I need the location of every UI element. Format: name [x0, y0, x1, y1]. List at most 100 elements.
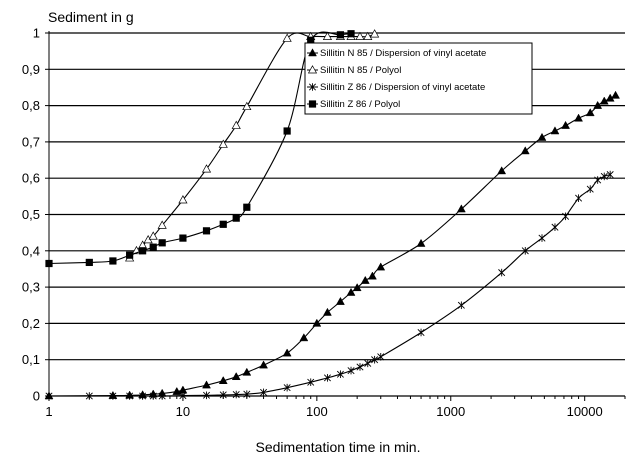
series-line: [48, 94, 616, 397]
data-point: [599, 96, 609, 105]
legend-box: [304, 42, 533, 115]
data-point: [574, 113, 583, 122]
data-point: [232, 390, 240, 399]
series-3: [45, 30, 355, 268]
y-tick-label: 1: [33, 26, 40, 41]
legend-marker-shape: [307, 65, 318, 74]
data-point: [377, 352, 385, 361]
data-point: [232, 214, 240, 222]
data-point: [126, 392, 134, 400]
data-point: [219, 220, 227, 228]
legend-marker-open-triangle: [307, 65, 318, 74]
legend-marker-filled-triangle: [307, 48, 318, 57]
data-point: [376, 262, 386, 271]
data-point: [242, 101, 252, 111]
data-point: [282, 348, 292, 357]
data-point: [202, 227, 211, 235]
series-2: [45, 170, 614, 400]
data-point: [299, 333, 309, 342]
data-point: [347, 366, 355, 375]
data-point: [352, 283, 362, 292]
x-tick-label: 1000: [436, 404, 465, 419]
data-point: [139, 392, 147, 400]
data-point: [259, 360, 268, 369]
legend-item-z86-vinyl: Sillitin Z 86 / Dispersion of vinyl acet…: [307, 82, 485, 93]
y-tick-label: 0,5: [22, 207, 40, 222]
data-point: [109, 257, 117, 265]
data-point: [218, 139, 228, 148]
y-tick-label: 0,9: [22, 62, 40, 77]
data-point: [600, 172, 608, 181]
y-tick-label: 0: [33, 389, 40, 404]
data-point: [307, 378, 315, 387]
data-point: [323, 374, 331, 382]
legend-label: Sillitin N 85 / Polyol: [320, 65, 401, 76]
tick-labels: 0 0,1 0,2 0,3 0,4 0,5 0,6 0,7 0,8 0,9 1 1 10 100 1000 1…: [22, 26, 603, 420]
data-point: [346, 287, 356, 296]
data-point: [243, 390, 251, 398]
data-point: [85, 392, 93, 400]
data-point: [219, 391, 227, 399]
data-point: [336, 370, 344, 379]
data-point: [85, 258, 93, 267]
data-point: [322, 31, 333, 40]
data-point: [538, 234, 546, 242]
legend-marker-shape: [308, 100, 317, 108]
data-point: [307, 36, 315, 44]
data-point: [562, 212, 570, 221]
data-point: [498, 268, 506, 277]
data-point: [158, 239, 166, 247]
data-point: [172, 386, 182, 395]
y-axis-title: Sediment in g: [48, 9, 134, 25]
data-point: [537, 132, 547, 141]
data-point: [149, 392, 157, 400]
data-point: [585, 108, 595, 117]
legend-marker-star: [307, 83, 318, 91]
data-point: [218, 376, 228, 385]
data-point: [360, 275, 370, 284]
y-tick-label: 0,1: [22, 352, 40, 367]
data-point: [594, 176, 602, 184]
series-area: [44, 29, 620, 400]
data-point: [323, 307, 332, 316]
legend-label: Sillitin Z 86 / Dispersion of vinyl acet…: [320, 82, 485, 93]
data-point: [356, 363, 364, 371]
data-point: [364, 359, 372, 368]
data-point: [355, 31, 365, 40]
data-point: [561, 120, 571, 129]
series-line: [48, 31, 352, 265]
data-point: [363, 31, 373, 40]
y-tick-label: 0,7: [22, 134, 40, 149]
y-tick-label: 0,8: [22, 98, 40, 113]
legend-marker-shape: [308, 83, 317, 91]
data-point: [282, 33, 292, 42]
data-point: [336, 296, 345, 305]
data-point: [148, 231, 158, 240]
data-point: [520, 146, 530, 155]
data-point: [551, 223, 559, 232]
data-point: [497, 166, 507, 175]
data-point: [242, 367, 252, 376]
data-point: [456, 204, 466, 213]
data-point: [126, 251, 134, 259]
data-point: [283, 127, 291, 135]
data-point: [283, 383, 291, 392]
data-point: [45, 392, 53, 400]
data-point: [611, 90, 620, 99]
x-tick-label: 10: [176, 404, 190, 419]
data-point: [575, 194, 583, 202]
data-point: [158, 392, 166, 400]
data-point: [202, 391, 211, 400]
data-point: [231, 120, 241, 129]
data-point: [457, 301, 465, 310]
x-axis-title: Sedimentation time in min.: [256, 439, 421, 455]
data-point: [139, 247, 147, 255]
data-point: [416, 238, 426, 247]
data-point: [417, 328, 425, 337]
data-point: [312, 318, 322, 327]
data-point: [243, 203, 251, 211]
data-point: [347, 30, 355, 38]
data-point: [260, 388, 268, 397]
legend: Sillitin N 85 / Dispersion of vinyl acet…: [304, 42, 533, 115]
